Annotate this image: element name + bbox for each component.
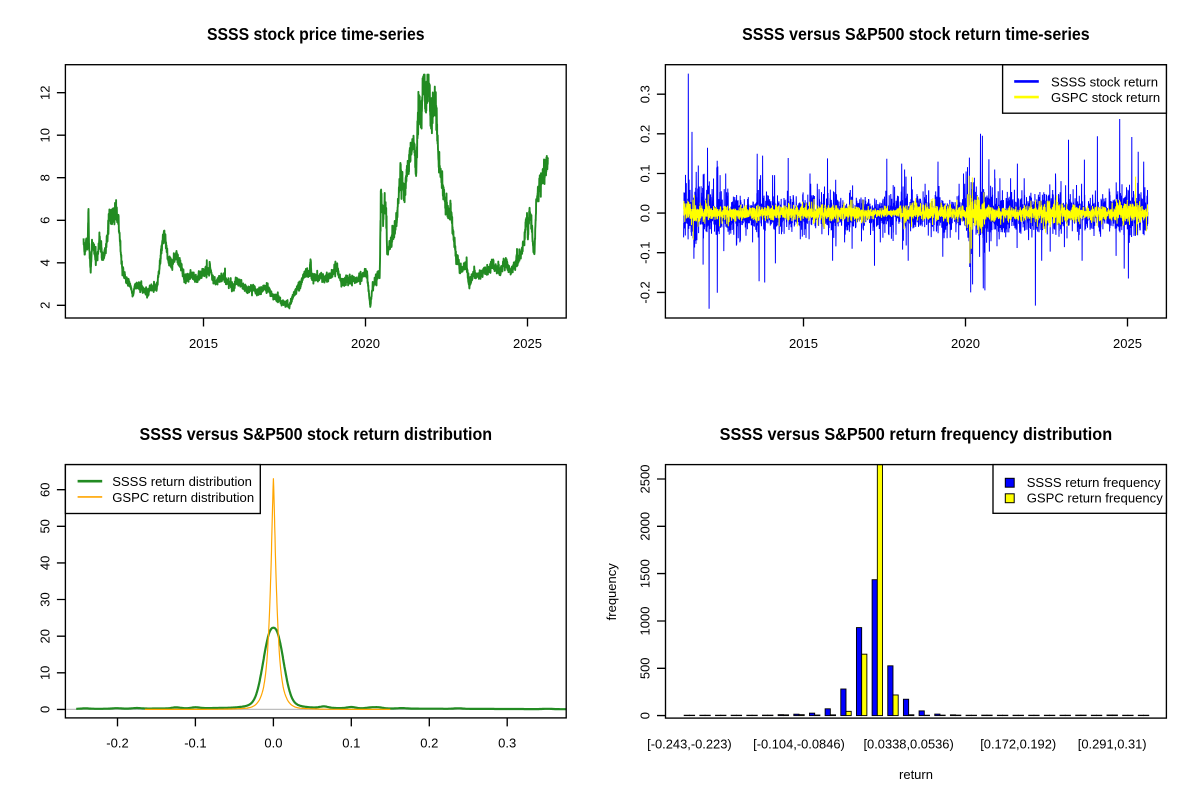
- svg-text:SSSS stock price time-series: SSSS stock price time-series: [207, 24, 425, 44]
- svg-text:SSSS stock return: SSSS stock return: [1051, 74, 1158, 89]
- svg-text:12: 12: [37, 85, 52, 99]
- svg-text:2015: 2015: [789, 336, 818, 351]
- svg-text:500: 500: [637, 657, 652, 679]
- svg-text:30: 30: [37, 592, 52, 606]
- svg-text:2: 2: [37, 302, 52, 309]
- svg-text:1000: 1000: [637, 607, 652, 636]
- svg-text:60: 60: [37, 482, 52, 496]
- svg-text:8: 8: [37, 174, 52, 181]
- svg-text:-0.2: -0.2: [106, 736, 128, 751]
- svg-text:0.1: 0.1: [342, 736, 360, 751]
- svg-text:[-0.104,-0.0846): [-0.104,-0.0846): [753, 737, 845, 752]
- svg-text:50: 50: [37, 519, 52, 533]
- svg-text:2020: 2020: [351, 336, 380, 351]
- svg-text:-0.2: -0.2: [637, 281, 652, 303]
- svg-text:0.3: 0.3: [637, 85, 652, 103]
- svg-text:0.1: 0.1: [637, 164, 652, 182]
- svg-text:[-0.243,-0.223): [-0.243,-0.223): [647, 737, 732, 752]
- svg-text:2015: 2015: [189, 336, 218, 351]
- svg-text:0.2: 0.2: [637, 125, 652, 143]
- svg-text:0.0: 0.0: [264, 736, 282, 751]
- svg-text:SSSS return frequency: SSSS return frequency: [1027, 475, 1161, 490]
- svg-text:6: 6: [37, 217, 52, 224]
- svg-text:2020: 2020: [951, 336, 980, 351]
- svg-text:10: 10: [37, 128, 52, 142]
- svg-text:GSPC stock return: GSPC stock return: [1051, 90, 1160, 105]
- svg-text:10: 10: [37, 666, 52, 680]
- svg-text:return: return: [899, 767, 933, 782]
- svg-text:[0.0338,0.0536): [0.0338,0.0536): [863, 737, 953, 752]
- svg-text:0: 0: [637, 712, 652, 719]
- svg-text:[0.291,0.31): [0.291,0.31): [1078, 737, 1147, 752]
- svg-text:-0.1: -0.1: [184, 736, 206, 751]
- svg-text:GSPC return frequency: GSPC return frequency: [1027, 491, 1164, 506]
- svg-text:GSPC return distribution: GSPC return distribution: [112, 490, 254, 505]
- svg-text:0.3: 0.3: [498, 736, 516, 751]
- svg-text:-0.1: -0.1: [637, 241, 652, 263]
- svg-text:SSSS versus S&P500 stock retur: SSSS versus S&P500 stock return distribu…: [140, 424, 493, 444]
- svg-text:SSSS versus S&P500 stock retur: SSSS versus S&P500 stock return time-ser…: [742, 24, 1090, 44]
- svg-text:frequency: frequency: [604, 563, 619, 621]
- svg-text:1500: 1500: [637, 559, 652, 588]
- svg-text:SSSS versus S&P500 return freq: SSSS versus S&P500 return frequency dist…: [720, 424, 1113, 444]
- svg-text:2025: 2025: [513, 336, 542, 351]
- svg-text:2025: 2025: [1113, 336, 1142, 351]
- svg-text:2500: 2500: [637, 465, 652, 494]
- svg-text:0.2: 0.2: [420, 736, 438, 751]
- svg-text:0: 0: [37, 706, 52, 713]
- svg-text:4: 4: [37, 259, 52, 266]
- svg-text:0.0: 0.0: [637, 204, 652, 222]
- svg-text:40: 40: [37, 556, 52, 570]
- svg-text:[0.172,0.192): [0.172,0.192): [980, 737, 1056, 752]
- svg-text:20: 20: [37, 629, 52, 643]
- svg-text:SSSS return distribution: SSSS return distribution: [112, 474, 252, 489]
- svg-text:2000: 2000: [637, 512, 652, 541]
